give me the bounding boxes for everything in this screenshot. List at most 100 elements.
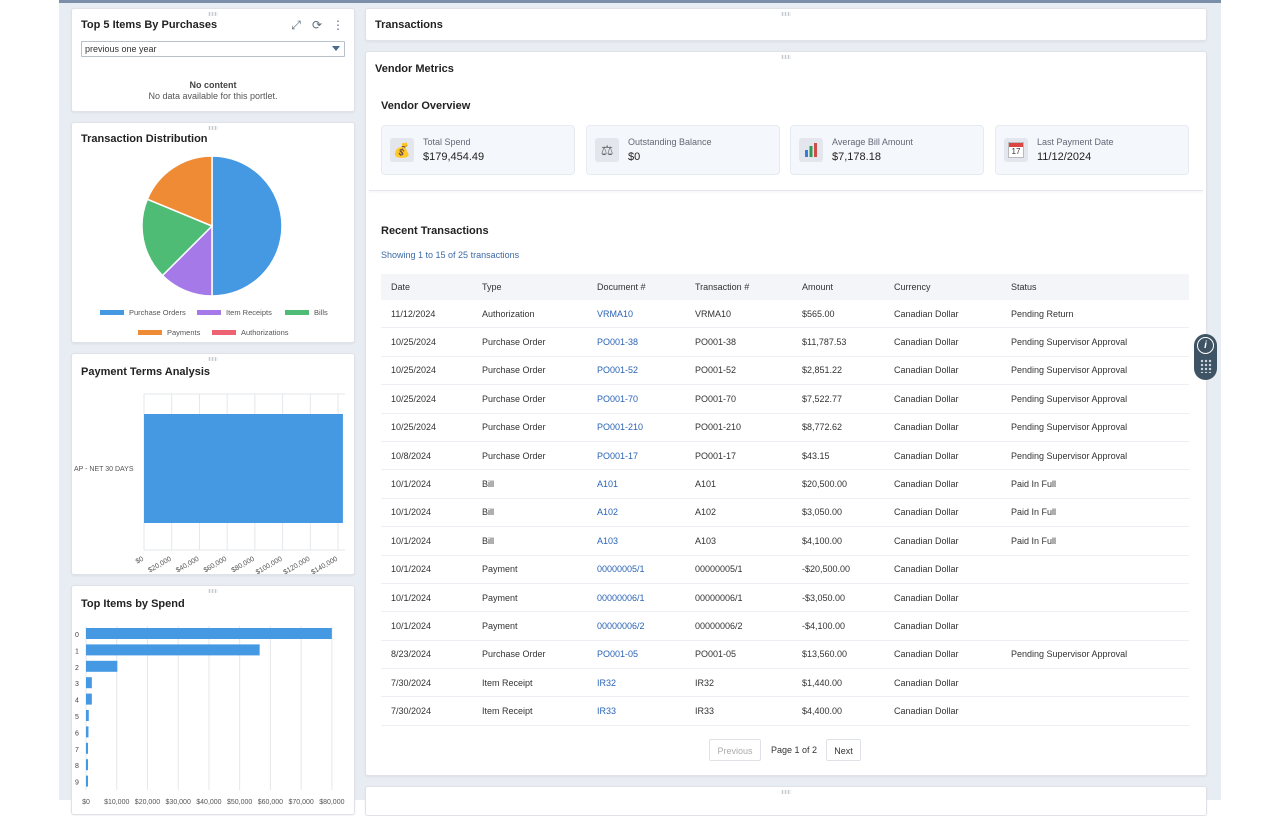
date-range-value: previous one year (85, 44, 157, 54)
document-link[interactable]: 00000005/1 (587, 555, 685, 584)
document-link[interactable]: PO001-70 (587, 384, 685, 414)
table-row: 7/30/2024 Item Receipt IR32 IR32 $1,440.00 Ca… (381, 668, 1189, 698)
bar-chart-glyph (805, 143, 817, 157)
legend-item-authorizations[interactable]: Authorizations (212, 328, 289, 337)
bar (86, 726, 89, 738)
next-page-button[interactable]: Next (826, 739, 861, 761)
drag-handle[interactable] (208, 357, 218, 361)
cell-status (1001, 611, 1189, 641)
metric-value: $7,178.18 (832, 151, 881, 163)
legend-swatch (197, 310, 221, 315)
help-widget[interactable]: i (1194, 334, 1217, 380)
cell-status: Paid In Full (1001, 526, 1189, 556)
bar (86, 710, 89, 721)
previous-page-button[interactable]: Previous (709, 739, 761, 761)
cell-status: Paid In Full (1001, 469, 1189, 499)
cell-transaction: A103 (685, 526, 792, 556)
category-label: 5 (75, 714, 79, 721)
category-label: 3 (75, 681, 79, 688)
category-label: 6 (75, 730, 79, 737)
cell-status (1001, 583, 1189, 613)
column-header-amount[interactable]: Amount (792, 274, 884, 300)
document-link[interactable]: 00000006/1 (587, 583, 685, 613)
cell-transaction: PO001-17 (685, 441, 792, 471)
document-link[interactable]: A102 (587, 498, 685, 528)
cell-amount: $43.15 (792, 441, 884, 471)
legend-item-payments[interactable]: Payments (138, 328, 200, 337)
drag-handle[interactable] (208, 589, 218, 593)
more-options-icon[interactable]: ⋮ (332, 18, 344, 32)
document-link[interactable]: IR32 (587, 668, 685, 698)
cell-transaction: PO001-70 (685, 384, 792, 414)
column-header-status[interactable]: Status (1001, 274, 1189, 300)
transactions-table: Date Type Document # Transaction # Amoun… (381, 274, 1189, 726)
cell-status: Pending Supervisor Approval (1001, 640, 1189, 670)
x-tick-label: $50,000 (227, 799, 252, 806)
category-label: 2 (75, 665, 79, 672)
cell-status (1001, 555, 1189, 584)
cell-date: 10/1/2024 (381, 611, 472, 641)
legend-swatch (285, 310, 309, 315)
bar (86, 677, 92, 689)
legend-label: Payments (167, 328, 201, 337)
cell-amount: -$20,500.00 (792, 555, 884, 584)
drag-handle[interactable] (781, 790, 791, 794)
cell-amount: $7,522.77 (792, 384, 884, 414)
legend-swatch (138, 330, 162, 335)
column-header-type[interactable]: Type (472, 274, 587, 300)
cell-amount: -$4,100.00 (792, 611, 884, 641)
pie-slice-bills (141, 198, 214, 277)
legend-label: Bills (314, 308, 328, 317)
payment-terms-bar-chart: AP - NET 30 DAYS$0 $20,000 $40,000 $60,000 $… (74, 393, 345, 576)
recent-transactions-heading: Recent Transactions (381, 225, 489, 237)
legend-item-bills[interactable]: Bills (285, 308, 328, 317)
document-link[interactable]: PO001-38 (587, 327, 685, 357)
date-range-select[interactable]: previous one year (81, 41, 345, 57)
document-link[interactable]: PO001-210 (587, 413, 685, 442)
expand-icon[interactable]: ⤢ (291, 18, 301, 32)
column-header-currency[interactable]: Currency (884, 274, 1001, 300)
cell-type: Purchase Order (472, 327, 587, 357)
table-row: 10/1/2024 Payment 00000005/1 00000005/1 -$20… (381, 555, 1189, 584)
document-link[interactable]: 00000006/2 (587, 611, 685, 641)
cell-date: 10/1/2024 (381, 526, 472, 556)
drag-handle[interactable] (781, 12, 791, 16)
column-header-date[interactable]: Date (381, 274, 472, 300)
document-link[interactable]: A103 (587, 526, 685, 556)
cell-type: Purchase Order (472, 356, 587, 386)
table-row: 10/25/2024 Purchase Order PO001-38 PO001-38… (381, 327, 1189, 357)
cell-type: Payment (472, 583, 587, 613)
drag-handle[interactable] (208, 126, 218, 130)
metric-last-payment: 17 Last Payment Date 11/12/2024 (995, 125, 1189, 175)
document-link[interactable]: VRMA10 (587, 300, 685, 329)
keypad-icon[interactable] (1200, 359, 1212, 373)
column-header-document[interactable]: Document # (587, 274, 685, 300)
cell-transaction: A102 (685, 498, 792, 528)
column-header-transaction[interactable]: Transaction # (685, 274, 792, 300)
drag-handle[interactable] (781, 55, 791, 59)
legend-item-item-receipts[interactable]: Item Receipts (197, 308, 272, 317)
x-tick-label: $10,000 (104, 799, 129, 806)
legend-item-purchase-orders[interactable]: Purchase Orders (100, 308, 186, 317)
document-link[interactable]: PO001-17 (587, 441, 685, 471)
document-link[interactable]: IR33 (587, 696, 685, 726)
info-icon[interactable]: i (1197, 337, 1214, 354)
metric-value: $0 (628, 151, 641, 163)
cell-transaction: PO001-52 (685, 356, 792, 386)
transactions-title: Transactions (375, 19, 443, 31)
cell-currency: Canadian Dollar (884, 640, 1001, 670)
cell-type: Purchase Order (472, 384, 587, 414)
cell-transaction: A101 (685, 469, 792, 499)
pie-slice-payments (146, 155, 213, 228)
drag-handle[interactable] (208, 12, 218, 16)
refresh-icon[interactable]: ⟳ (311, 18, 323, 32)
cell-date: 10/25/2024 (381, 356, 472, 386)
money-bag-icon: 💰 (390, 138, 414, 162)
cell-date: 10/1/2024 (381, 555, 472, 584)
document-link[interactable]: PO001-05 (587, 640, 685, 670)
metric-label: Last Payment Date (1037, 137, 1114, 147)
x-tick-label: $20,000 (147, 556, 173, 575)
document-link[interactable]: PO001-52 (587, 356, 685, 386)
metric-total-spend: 💰 Total Spend $179,454.49 (381, 125, 575, 175)
document-link[interactable]: A101 (587, 469, 685, 499)
